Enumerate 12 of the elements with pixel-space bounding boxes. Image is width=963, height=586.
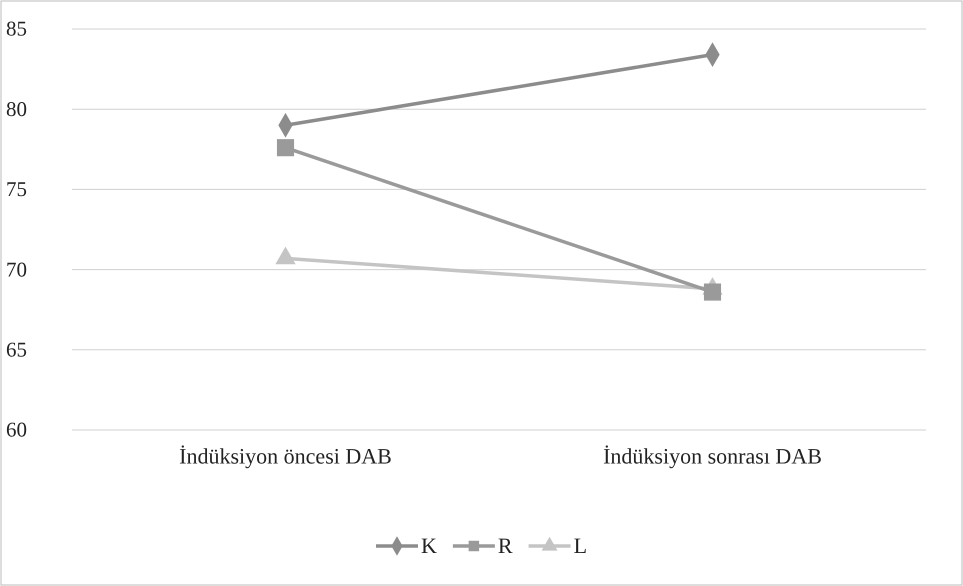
y-tick-label: 65 (6, 338, 27, 362)
legend-label: K (420, 533, 437, 558)
point (276, 139, 294, 156)
y-tick-label: 70 (6, 257, 27, 282)
legend-label: R (498, 533, 513, 558)
y-tick-label: 75 (6, 177, 27, 202)
x-tick-label: İndüksiyon öncesi DAB (179, 444, 392, 469)
legend-label: L (574, 533, 588, 558)
y-tick-label: 85 (6, 16, 27, 41)
x-tick-label: İndüksiyon sonrası DAB (603, 444, 822, 469)
y-tick-label: 80 (6, 96, 27, 121)
y-tick-label: 60 (6, 418, 27, 442)
